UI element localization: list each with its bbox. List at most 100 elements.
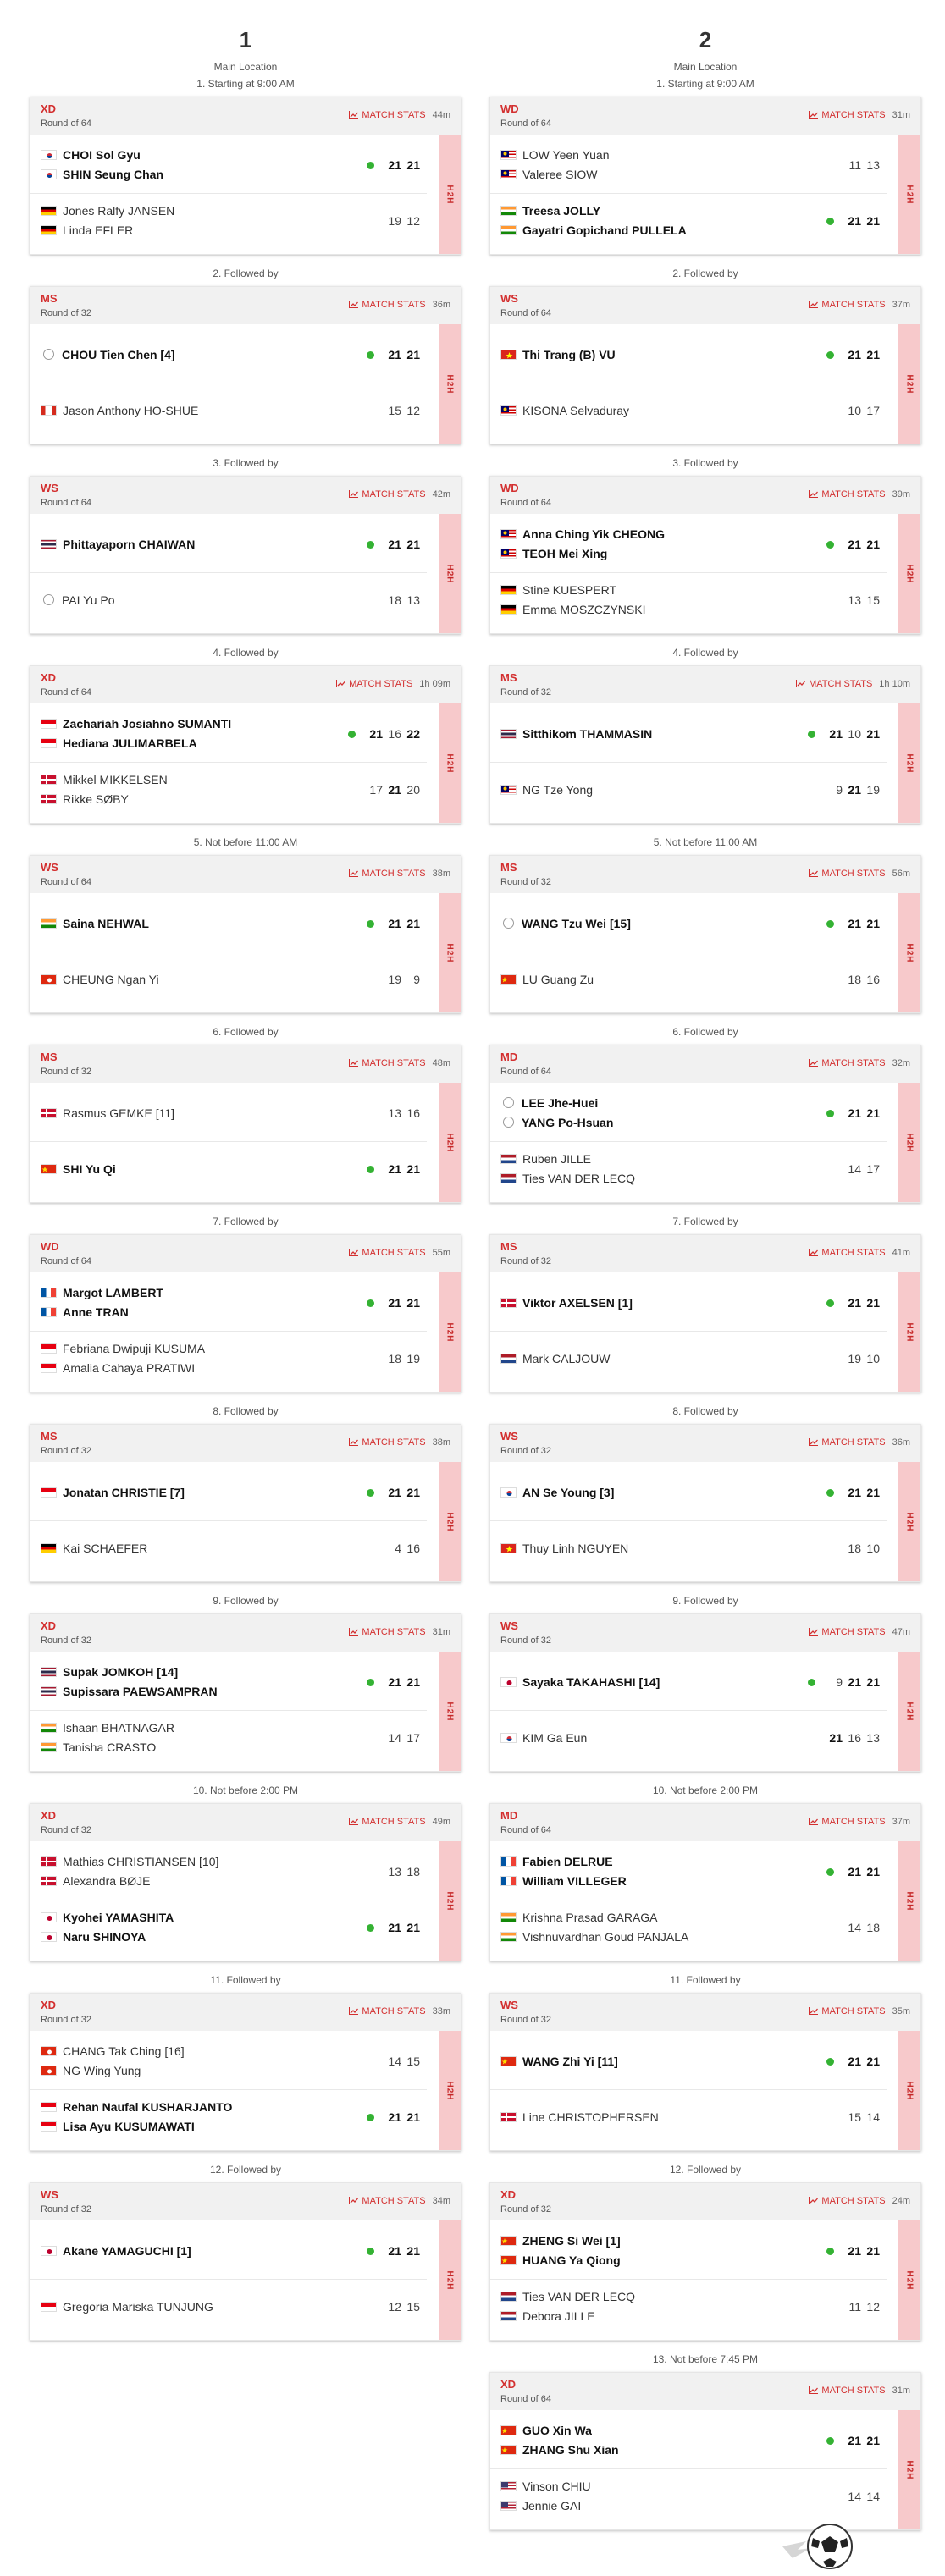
match-card[interactable]: MS Round of 32 MATCH STATS 56m WANG Tzu Wei … [489,855,921,1013]
player-name[interactable]: AN Se Young [3] [522,1485,615,1499]
player-entry[interactable]: Ruben JILLE [500,1150,635,1169]
player-name[interactable]: Zachariah Josiahno SUMANTI [63,717,232,731]
player-name[interactable]: Jennie GAI [522,2499,582,2513]
h2h-button[interactable]: H2H [439,135,461,254]
player-name[interactable]: YANG Po-Hsuan [522,1116,614,1129]
player-entry[interactable]: Vinson CHIU [500,2477,591,2496]
match-card[interactable]: MS Round of 32 MATCH STATS 41m Viktor AXELSE… [489,1234,921,1393]
match-stats-label[interactable]: MATCH STATS [821,489,886,499]
player-name[interactable]: William VILLEGER [522,1874,627,1888]
player-name[interactable]: Anne TRAN [63,1305,129,1319]
player-name[interactable]: Fabien DELRUE [522,1855,613,1868]
match-stats-label[interactable]: MATCH STATS [821,300,886,310]
match-card[interactable]: XD Round of 32 MATCH STATS 49m Mathias CHRIS… [30,1803,461,1961]
player-entry[interactable]: NG Wing Yung [41,2061,185,2081]
match-stats-link[interactable]: MATCH STATS 24m [809,2196,910,2206]
player-entry[interactable]: Line CHRISTOPHERSEN [500,2108,659,2127]
h2h-button[interactable]: H2H [898,1462,920,1581]
match-stats-label[interactable]: MATCH STATS [362,2196,426,2206]
player-name[interactable]: Vishnuvardhan Goud PANJALA [522,1930,689,1944]
player-name[interactable]: SHI Yu Qi [63,1161,116,1176]
match-stats-label[interactable]: MATCH STATS [362,1058,426,1068]
player-entry[interactable]: Alexandra BØJE [41,1872,218,1891]
player-entry[interactable]: Gregoria Mariska TUNJUNG [41,2297,213,2317]
player-entry[interactable]: CHOI Sol Gyu [41,146,163,165]
player-entry[interactable]: Sitthikom THAMMASIN [500,725,652,744]
match-card[interactable]: XD Round of 32 MATCH STATS 33m CHANG Tak Chi… [30,1993,461,2151]
player-entry[interactable]: SHI Yu Qi [41,1160,116,1179]
match-card[interactable]: WD Round of 64 MATCH STATS 55m Margot LAMBER… [30,1234,461,1393]
match-card[interactable]: WS Round of 32 MATCH STATS 47m Sayaka TAKAHA… [489,1613,921,1772]
player-name[interactable]: KIM Ga Eun [522,1730,588,1745]
h2h-button[interactable]: H2H [439,703,461,823]
player-name[interactable]: TEOH Mei Xing [522,547,608,560]
player-name[interactable]: SHIN Seung Chan [63,168,164,181]
player-name[interactable]: Jonatan CHRISTIE [7] [63,1485,185,1499]
player-name[interactable]: Sitthikom THAMMASIN [522,726,653,741]
match-stats-link[interactable]: MATCH STATS 34m [349,2196,450,2206]
match-stats-link[interactable]: MATCH STATS 48m [349,1058,450,1068]
match-stats-label[interactable]: MATCH STATS [809,679,873,689]
player-name[interactable]: Treesa JOLLY [522,204,601,218]
h2h-button[interactable]: H2H [898,324,920,444]
player-entry[interactable]: Phittayaporn CHAIWAN [41,535,195,554]
player-name[interactable]: CHANG Tak Ching [16] [63,2044,185,2058]
player-name[interactable]: NG Wing Yung [63,2064,141,2077]
player-entry[interactable]: LU Guang Zu [500,970,594,990]
player-name[interactable]: GUO Xin Wa [522,2424,592,2437]
player-name[interactable]: Rehan Naufal KUSHARJANTO [63,2100,233,2114]
match-card[interactable]: WD Round of 64 MATCH STATS 39m Anna Ching Yi… [489,476,921,634]
h2h-button[interactable]: H2H [439,514,461,633]
player-entry[interactable]: Rehan Naufal KUSHARJANTO [41,2098,232,2117]
player-name[interactable]: Anna Ching Yik CHEONG [522,527,666,541]
match-stats-link[interactable]: MATCH STATS 36m [809,1437,910,1448]
player-entry[interactable]: Tanisha CRASTO [41,1738,174,1757]
player-name[interactable]: Mark CALJOUW [522,1351,611,1365]
player-entry[interactable]: Vishnuvardhan Goud PANJALA [500,1928,688,1947]
player-entry[interactable]: Valeree SIOW [500,165,610,185]
player-name[interactable]: CHOI Sol Gyu [63,148,141,162]
match-stats-link[interactable]: MATCH STATS 37m [809,300,910,310]
match-stats-label[interactable]: MATCH STATS [821,1627,886,1637]
match-stats-link[interactable]: MATCH STATS 1h 09m [336,679,450,689]
h2h-button[interactable]: H2H [439,324,461,444]
player-entry[interactable]: Mathias CHRISTIANSEN [10] [41,1852,218,1872]
match-card[interactable]: WS Round of 32 MATCH STATS 36m AN Se Young [… [489,1424,921,1582]
player-entry[interactable]: Febriana Dwipuji KUSUMA [41,1339,205,1359]
h2h-button[interactable]: H2H [898,2220,920,2340]
player-name[interactable]: Ties VAN DER LECQ [522,1172,636,1185]
match-card[interactable]: MS Round of 32 MATCH STATS 36m CHOU Tien Che… [30,286,461,444]
player-entry[interactable]: Fabien DELRUE [500,1852,627,1872]
match-stats-label[interactable]: MATCH STATS [821,2006,886,2016]
match-stats-link[interactable]: MATCH STATS 33m [349,2006,450,2016]
player-entry[interactable]: HUANG Ya Qiong [500,2251,621,2270]
player-name[interactable]: Hediana JULIMARBELA [63,736,197,750]
match-card[interactable]: WS Round of 64 MATCH STATS 38m Saina NEHWAL 2… [30,855,461,1013]
player-entry[interactable]: PAI Yu Po [41,591,115,610]
player-entry[interactable]: Gayatri Gopichand PULLELA [500,221,687,240]
h2h-button[interactable]: H2H [898,1652,920,1771]
match-card[interactable]: WS Round of 32 MATCH STATS 35m WANG Zhi Yi [… [489,1993,921,2151]
player-name[interactable]: Ishaan BHATNAGAR [63,1721,175,1735]
match-stats-label[interactable]: MATCH STATS [362,1248,426,1258]
player-entry[interactable]: Krishna Prasad GARAGA [500,1908,688,1928]
match-stats-label[interactable]: MATCH STATS [362,869,426,879]
player-name[interactable]: Mikkel MIKKELSEN [63,773,168,786]
player-name[interactable]: Ruben JILLE [522,1152,591,1166]
match-stats-label[interactable]: MATCH STATS [362,489,426,499]
player-name[interactable]: CHEUNG Ngan Yi [63,972,159,986]
match-stats-link[interactable]: MATCH STATS 42m [349,489,450,499]
match-stats-link[interactable]: MATCH STATS 31m [349,1627,450,1637]
h2h-button[interactable]: H2H [898,2031,920,2150]
player-entry[interactable]: CHOU Tien Chen [4] [41,345,175,365]
player-name[interactable]: Linda EFLER [63,223,134,237]
match-stats-label[interactable]: MATCH STATS [362,110,426,120]
player-entry[interactable]: ZHANG Shu Xian [500,2441,619,2460]
match-stats-label[interactable]: MATCH STATS [821,110,886,120]
match-stats-label[interactable]: MATCH STATS [362,1817,426,1827]
player-entry[interactable]: Mikkel MIKKELSEN [41,770,168,790]
match-stats-label[interactable]: MATCH STATS [821,1248,886,1258]
h2h-button[interactable]: H2H [439,2220,461,2340]
player-name[interactable]: Rasmus GEMKE [11] [63,1106,175,1120]
h2h-button[interactable]: H2H [439,1083,461,1202]
